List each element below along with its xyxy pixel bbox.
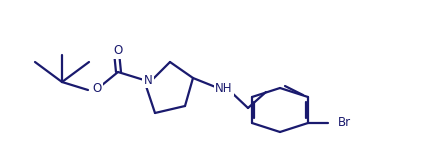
Text: N: N	[144, 73, 152, 86]
Text: O: O	[114, 44, 123, 58]
Text: O: O	[92, 82, 101, 94]
Text: Br: Br	[338, 116, 351, 130]
Text: NH: NH	[215, 82, 233, 94]
